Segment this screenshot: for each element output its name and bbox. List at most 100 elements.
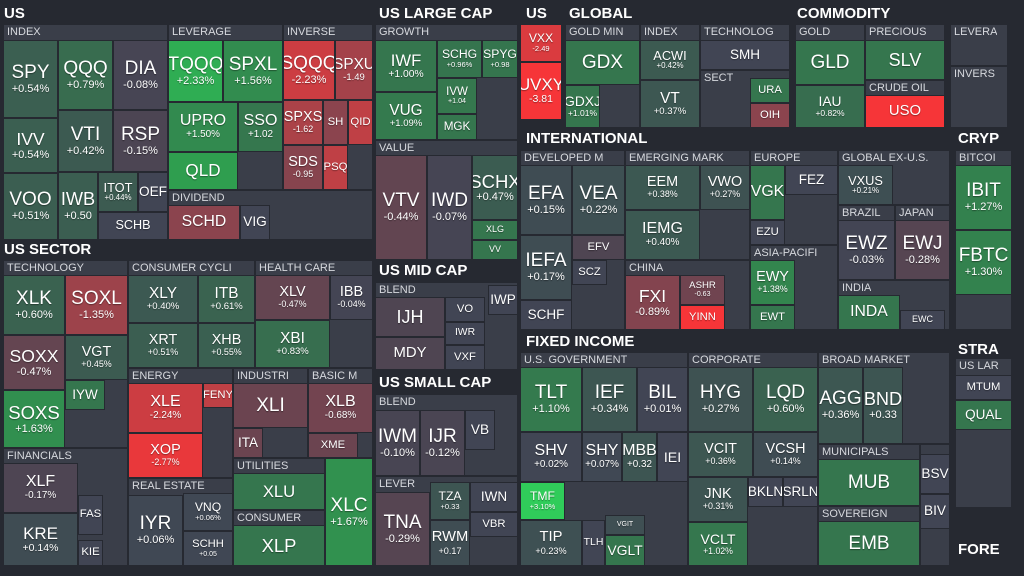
ticker-tile[interactable]: QQQ +0.79%: [58, 40, 113, 110]
ticker-tile[interactable]: PSQ: [323, 145, 348, 190]
ticker-tile[interactable]: GDX: [565, 40, 640, 85]
ticker-tile[interactable]: IJH: [375, 297, 445, 337]
ticker-tile[interactable]: TNA -0.29%: [375, 492, 430, 566]
ticker-tile[interactable]: IWR: [445, 322, 485, 345]
ticker-tile[interactable]: SPXL +1.56%: [223, 40, 283, 102]
ticker-tile[interactable]: IWN: [470, 482, 518, 512]
ticker-tile[interactable]: VCLT +1.02%: [688, 522, 748, 566]
ticker-tile[interactable]: VTI +0.42%: [58, 110, 113, 172]
ticker-tile[interactable]: VXUS +0.21%: [838, 165, 893, 205]
ticker-tile[interactable]: VT +0.37%: [640, 80, 700, 128]
ticker-tile[interactable]: XBI +0.83%: [255, 320, 330, 368]
ticker-tile[interactable]: GLD: [795, 40, 865, 85]
ticker-tile[interactable]: IVW +1.04: [437, 78, 477, 114]
ticker-tile[interactable]: SDS -0.95: [283, 145, 323, 190]
ticker-tile[interactable]: EFV: [572, 235, 625, 260]
ticker-tile[interactable]: USO: [865, 95, 945, 128]
ticker-tile[interactable]: ITOT +0.44%: [98, 172, 138, 212]
ticker-tile[interactable]: XLG: [472, 220, 518, 240]
ticker-tile[interactable]: BND +0.33: [863, 367, 903, 444]
ticker-tile[interactable]: VTV -0.44%: [375, 155, 427, 260]
ticker-tile[interactable]: SCHG +0.96%: [437, 40, 482, 78]
ticker-tile[interactable]: SHY +0.07%: [582, 432, 622, 482]
ticker-tile[interactable]: UVXY -3.81: [520, 62, 562, 120]
ticker-tile[interactable]: SRLN: [783, 477, 818, 507]
ticker-tile[interactable]: XLY +0.40%: [128, 275, 198, 323]
ticker-tile[interactable]: BIV: [920, 494, 950, 529]
ticker-tile[interactable]: IAU +0.82%: [795, 85, 865, 128]
ticker-tile[interactable]: FXI -0.89%: [625, 275, 680, 330]
ticker-tile[interactable]: XLU: [233, 473, 325, 510]
ticker-tile[interactable]: FBTC +1.30%: [955, 230, 1012, 295]
ticker-tile[interactable]: SPXU -1.49: [335, 40, 373, 100]
ticker-tile[interactable]: TIP +0.23%: [520, 520, 582, 566]
ticker-tile[interactable]: SPXS -1.62: [283, 100, 323, 145]
ticker-tile[interactable]: VEA +0.22%: [572, 165, 625, 235]
ticker-tile[interactable]: XOP -2.77%: [128, 433, 203, 478]
ticker-tile[interactable]: URA: [750, 78, 790, 103]
ticker-tile[interactable]: RWM +0.17: [430, 520, 470, 566]
ticker-tile[interactable]: SH: [323, 100, 348, 145]
ticker-tile[interactable]: SCZ: [572, 260, 607, 285]
ticker-tile[interactable]: YINN: [680, 305, 725, 330]
ticker-tile[interactable]: XLE -2.24%: [128, 383, 203, 433]
ticker-tile[interactable]: MTUM: [955, 375, 1012, 400]
ticker-tile[interactable]: TZA +0.33: [430, 482, 470, 520]
ticker-tile[interactable]: IWD -0.07%: [427, 155, 472, 260]
ticker-tile[interactable]: KRE +0.14%: [3, 513, 78, 566]
ticker-tile[interactable]: ACWI +0.42%: [640, 40, 700, 80]
ticker-tile[interactable]: INDA: [838, 295, 900, 330]
ticker-tile[interactable]: OIH: [750, 103, 790, 128]
ticker-tile[interactable]: VWO +0.27%: [700, 165, 750, 210]
ticker-tile[interactable]: SHV +0.02%: [520, 432, 582, 482]
ticker-tile[interactable]: OEF: [138, 172, 168, 212]
ticker-tile[interactable]: RSP -0.15%: [113, 110, 168, 172]
ticker-tile[interactable]: VGIT: [605, 515, 645, 535]
ticker-tile[interactable]: XLV -0.47%: [255, 275, 330, 320]
ticker-tile[interactable]: TMF +3.10%: [520, 482, 565, 520]
ticker-tile[interactable]: SCHD: [168, 205, 240, 240]
ticker-tile[interactable]: EEM +0.38%: [625, 165, 700, 210]
ticker-tile[interactable]: VO: [445, 297, 485, 322]
ticker-tile[interactable]: MGK: [437, 114, 477, 140]
ticker-tile[interactable]: GDXJ +1.01%: [565, 85, 600, 128]
ticker-tile[interactable]: MUB: [818, 459, 920, 506]
ticker-tile[interactable]: VCIT +0.36%: [688, 432, 753, 477]
ticker-tile[interactable]: SCHH +0.05: [183, 531, 233, 566]
ticker-tile[interactable]: EWZ -0.03%: [838, 220, 895, 280]
ticker-tile[interactable]: DIA -0.08%: [113, 40, 168, 110]
ticker-tile[interactable]: VNQ +0.06%: [183, 493, 233, 531]
ticker-tile[interactable]: HYG +0.27%: [688, 367, 753, 432]
ticker-tile[interactable]: XME: [308, 433, 358, 458]
ticker-tile[interactable]: KIE: [78, 540, 103, 566]
ticker-tile[interactable]: UPRO +1.50%: [168, 102, 238, 152]
ticker-tile[interactable]: FENY: [203, 383, 233, 408]
ticker-tile[interactable]: EWC: [900, 310, 945, 330]
ticker-tile[interactable]: MDY: [375, 337, 445, 370]
ticker-tile[interactable]: SQQQ -2.23%: [283, 40, 335, 100]
ticker-tile[interactable]: FAS: [78, 495, 103, 535]
ticker-tile[interactable]: EWT: [750, 305, 795, 330]
ticker-tile[interactable]: VB: [465, 410, 495, 450]
ticker-tile[interactable]: VGLT: [605, 535, 645, 566]
ticker-tile[interactable]: VOO +0.51%: [3, 173, 58, 240]
ticker-tile[interactable]: IEF +0.34%: [582, 367, 637, 432]
ticker-tile[interactable]: VV: [472, 240, 518, 260]
ticker-tile[interactable]: VXX -2.49: [520, 24, 562, 62]
ticker-tile[interactable]: IWM -0.10%: [375, 410, 420, 476]
ticker-tile[interactable]: XLF -0.17%: [3, 463, 78, 513]
ticker-tile[interactable]: SPYG +0.98: [482, 40, 518, 78]
ticker-tile[interactable]: IJR -0.12%: [420, 410, 465, 476]
ticker-tile[interactable]: VCSH +0.14%: [753, 432, 818, 477]
ticker-tile[interactable]: VIG: [240, 205, 270, 240]
ticker-tile[interactable]: SOXS +1.63%: [3, 390, 65, 448]
ticker-tile[interactable]: XLC +1.67%: [325, 458, 373, 566]
ticker-tile[interactable]: LQD +0.60%: [753, 367, 818, 432]
ticker-tile[interactable]: EZU: [750, 220, 785, 245]
ticker-tile[interactable]: ITB +0.61%: [198, 275, 255, 323]
ticker-tile[interactable]: EMB: [818, 521, 920, 566]
ticker-tile[interactable]: SSO +1.02: [238, 102, 283, 152]
ticker-tile[interactable]: AGG +0.36%: [818, 367, 863, 444]
ticker-tile[interactable]: ASHR -0.63: [680, 275, 725, 305]
ticker-tile[interactable]: XLB -0.68%: [308, 383, 373, 433]
